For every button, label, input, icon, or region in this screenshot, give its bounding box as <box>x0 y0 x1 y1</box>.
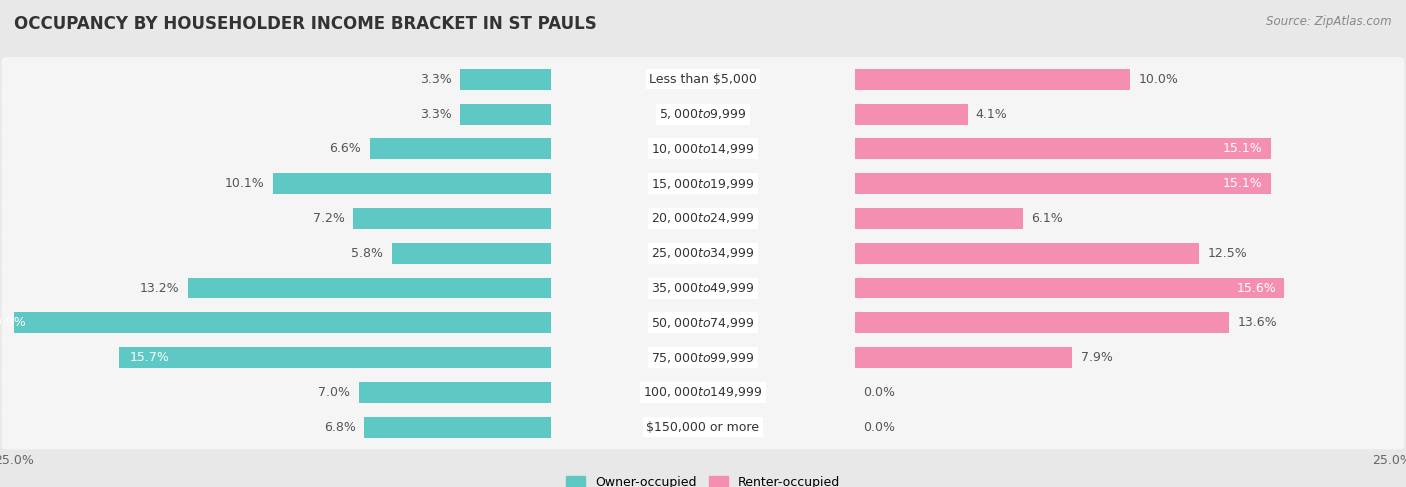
FancyBboxPatch shape <box>1 405 1405 450</box>
Text: 10.1%: 10.1% <box>225 177 264 190</box>
FancyBboxPatch shape <box>1 370 1405 414</box>
Bar <box>0 312 551 333</box>
Bar <box>855 243 1199 263</box>
Text: 0.0%: 0.0% <box>863 421 894 433</box>
Bar <box>392 243 551 263</box>
Bar <box>364 417 551 438</box>
Text: 6.1%: 6.1% <box>1031 212 1063 225</box>
Text: 7.9%: 7.9% <box>1081 351 1112 364</box>
Bar <box>461 69 551 90</box>
Text: $100,000 to $149,999: $100,000 to $149,999 <box>644 385 762 399</box>
Bar <box>855 312 1229 333</box>
Bar <box>855 208 1022 229</box>
Text: $15,000 to $19,999: $15,000 to $19,999 <box>651 177 755 191</box>
Text: OCCUPANCY BY HOUSEHOLDER INCOME BRACKET IN ST PAULS: OCCUPANCY BY HOUSEHOLDER INCOME BRACKET … <box>14 15 596 33</box>
Text: 12.5%: 12.5% <box>1208 247 1247 260</box>
Bar <box>855 138 1271 159</box>
Text: $75,000 to $99,999: $75,000 to $99,999 <box>651 351 755 365</box>
Text: 15.1%: 15.1% <box>1223 177 1263 190</box>
Text: 3.3%: 3.3% <box>420 73 453 86</box>
FancyBboxPatch shape <box>1 127 1405 171</box>
Text: 20.9%: 20.9% <box>0 317 27 329</box>
Text: 4.1%: 4.1% <box>976 108 1008 121</box>
Bar <box>118 347 551 368</box>
Text: 6.6%: 6.6% <box>329 142 361 155</box>
Text: $50,000 to $74,999: $50,000 to $74,999 <box>651 316 755 330</box>
Legend: Owner-occupied, Renter-occupied: Owner-occupied, Renter-occupied <box>567 475 839 487</box>
Text: $150,000 or more: $150,000 or more <box>647 421 759 433</box>
Text: 7.0%: 7.0% <box>318 386 350 399</box>
FancyBboxPatch shape <box>1 300 1405 345</box>
Text: 13.6%: 13.6% <box>1237 317 1277 329</box>
Text: Less than $5,000: Less than $5,000 <box>650 73 756 86</box>
Bar <box>855 278 1285 299</box>
Text: 10.0%: 10.0% <box>1139 73 1178 86</box>
FancyBboxPatch shape <box>1 336 1405 380</box>
Text: 7.2%: 7.2% <box>314 212 344 225</box>
Text: 0.0%: 0.0% <box>863 386 894 399</box>
Text: 6.8%: 6.8% <box>323 421 356 433</box>
Text: $35,000 to $49,999: $35,000 to $49,999 <box>651 281 755 295</box>
Text: $5,000 to $9,999: $5,000 to $9,999 <box>659 107 747 121</box>
Text: $25,000 to $34,999: $25,000 to $34,999 <box>651 246 755 260</box>
Text: 15.7%: 15.7% <box>129 351 170 364</box>
Bar <box>855 173 1271 194</box>
FancyBboxPatch shape <box>1 57 1405 102</box>
Text: 5.8%: 5.8% <box>352 247 384 260</box>
FancyBboxPatch shape <box>1 161 1405 206</box>
Bar <box>855 69 1130 90</box>
Bar <box>273 173 551 194</box>
Text: 15.1%: 15.1% <box>1223 142 1263 155</box>
FancyBboxPatch shape <box>1 196 1405 241</box>
Text: 13.2%: 13.2% <box>139 281 180 295</box>
FancyBboxPatch shape <box>1 231 1405 276</box>
Text: $20,000 to $24,999: $20,000 to $24,999 <box>651 211 755 225</box>
Bar <box>187 278 551 299</box>
Text: 3.3%: 3.3% <box>420 108 453 121</box>
FancyBboxPatch shape <box>1 92 1405 136</box>
Bar <box>370 138 551 159</box>
Text: 15.6%: 15.6% <box>1236 281 1277 295</box>
Bar <box>359 382 551 403</box>
FancyBboxPatch shape <box>1 266 1405 310</box>
Bar <box>855 347 1073 368</box>
Bar <box>855 104 967 125</box>
Bar <box>461 104 551 125</box>
Text: Source: ZipAtlas.com: Source: ZipAtlas.com <box>1267 15 1392 28</box>
Text: $10,000 to $14,999: $10,000 to $14,999 <box>651 142 755 156</box>
Bar <box>353 208 551 229</box>
